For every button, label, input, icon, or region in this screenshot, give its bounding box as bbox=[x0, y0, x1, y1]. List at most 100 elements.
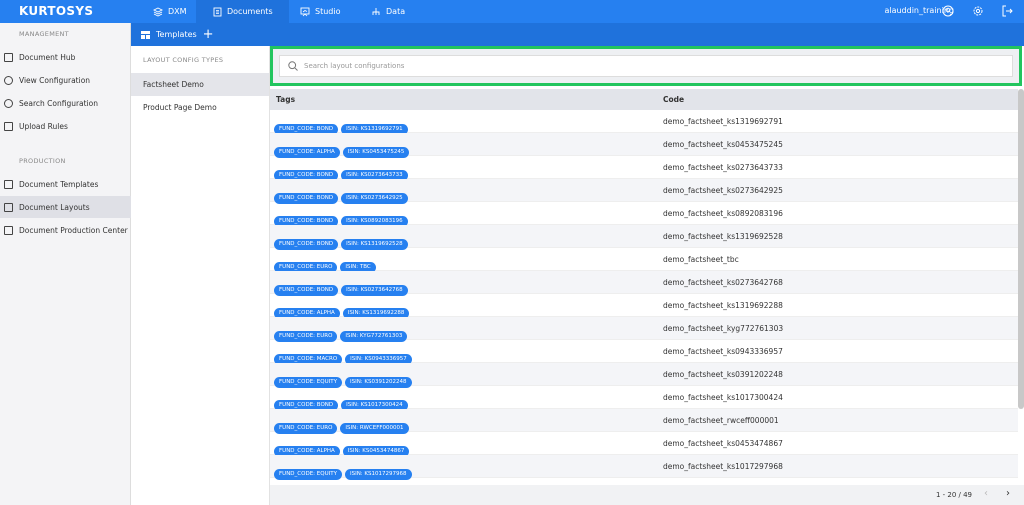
column-tags[interactable]: Tags bbox=[276, 95, 296, 104]
table-row[interactable]: FUND_CODE: EQUITY ISIN: KS0391202248 demo_… bbox=[270, 363, 1018, 388]
upload-icon bbox=[4, 121, 13, 131]
tags-cell: FUND_CODE: EQUITY ISIN: KS1017297968 bbox=[274, 460, 415, 480]
tags-cell: FUND_CODE: EURO ISIN: KYG772761303 bbox=[274, 322, 410, 342]
sidebar-item-label: Document Templates bbox=[19, 179, 99, 189]
code-cell: demo_factsheet_ks0943336957 bbox=[663, 347, 783, 356]
table-row[interactable]: FUND_CODE: BOND ISIN: KS0273643733 demo_fa… bbox=[270, 156, 1018, 181]
table-row[interactable]: FUND_CODE: EQUITY ISIN: KS1017297968 demo_… bbox=[270, 455, 1018, 480]
fund-tag: FUND_CODE: ALPHA bbox=[274, 147, 340, 158]
column-code[interactable]: Code bbox=[663, 95, 685, 104]
fund-tag: FUND_CODE: BOND bbox=[274, 216, 339, 227]
pagination-range: 1 - 20 / 49 bbox=[935, 491, 972, 499]
sidebar: MANAGEMENT Document Hub View Configurati… bbox=[0, 23, 131, 505]
nav-label: Data bbox=[386, 7, 406, 16]
sidebar-item-label: View Configuration bbox=[19, 75, 91, 85]
top-bar: KURTOSYS DXM Documents Studio Data alaud… bbox=[0, 0, 1024, 23]
nav-label: Documents bbox=[227, 7, 273, 16]
sidebar-item-document-hub[interactable]: Document Hub bbox=[0, 46, 131, 68]
nav-dxm[interactable]: DXM bbox=[137, 0, 203, 23]
type-item-product-page-demo[interactable]: Product Page Demo bbox=[143, 103, 217, 112]
tags-cell: FUND_CODE: BOND ISIN: KS1319692791 bbox=[274, 115, 411, 135]
brand-logo: KURTOSYS bbox=[19, 4, 94, 18]
table-row[interactable]: FUND_CODE: ALPHA ISIN: KS1319692288 demo_f… bbox=[270, 294, 1018, 319]
code-cell: demo_factsheet_ks0273642925 bbox=[663, 186, 783, 195]
isin-tag: ISIN: KS1319692528 bbox=[341, 239, 408, 250]
next-page-button[interactable]: › bbox=[1006, 488, 1010, 499]
isin-tag: ISIN: RWCEFF000001 bbox=[340, 423, 409, 434]
code-cell: demo_factsheet_ks1319692791 bbox=[663, 117, 783, 126]
type-item-factsheet-demo[interactable]: Factsheet Demo bbox=[131, 73, 269, 96]
fund-tag: FUND_CODE: EQUITY bbox=[274, 469, 342, 480]
table-row[interactable]: FUND_CODE: BOND ISIN: KS1319692791 demo_fa… bbox=[270, 110, 1018, 135]
code-cell: demo_factsheet_rwceff000001 bbox=[663, 416, 779, 425]
scrollbar[interactable] bbox=[1018, 89, 1024, 409]
sidebar-item-view-configuration[interactable]: View Configuration bbox=[0, 69, 131, 91]
tags-cell: FUND_CODE: ALPHA ISIN: KS0453474867 bbox=[274, 437, 412, 457]
types-header: LAYOUT CONFIG TYPES bbox=[143, 56, 224, 64]
table-row[interactable]: FUND_CODE: BOND ISIN: KS0273642768 demo_fa… bbox=[270, 271, 1018, 296]
grid-icon bbox=[141, 30, 150, 39]
isin-tag: ISIN: KS1319692288 bbox=[342, 308, 410, 319]
code-cell: demo_factsheet_ks1319692528 bbox=[663, 232, 783, 241]
code-cell: demo_factsheet_tbc bbox=[663, 255, 739, 264]
document-icon bbox=[213, 7, 222, 16]
add-template-button[interactable]: + bbox=[202, 26, 214, 42]
sidebar-item-document-layouts[interactable]: Document Layouts bbox=[0, 196, 131, 218]
username[interactable]: alauddin_training bbox=[884, 6, 954, 15]
table-row[interactable]: FUND_CODE: ALPHA ISIN: KS0453474867 demo_f… bbox=[270, 432, 1018, 457]
tags-cell: FUND_CODE: ALPHA ISIN: KS1319692288 bbox=[274, 299, 412, 319]
tags-cell: FUND_CODE: BOND ISIN: KS0892083196 bbox=[274, 207, 411, 227]
tags-cell: FUND_CODE: BOND ISIN: KS1017300424 bbox=[274, 391, 411, 411]
tags-cell: FUND_CODE: MACRO ISIN: KS0943336957 bbox=[274, 345, 415, 365]
table-row[interactable]: FUND_CODE: BOND ISIN: KS1319692528 demo_fa… bbox=[270, 225, 1018, 250]
table-row[interactable]: FUND_CODE: BOND ISIN: KS0892083196 demo_fa… bbox=[270, 202, 1018, 227]
image-icon bbox=[4, 179, 13, 189]
sidebar-item-document-production-center[interactable]: Document Production Center bbox=[0, 219, 131, 241]
fund-tag: FUND_CODE: BOND bbox=[274, 285, 339, 296]
isin-tag: ISIN: KS1017297968 bbox=[344, 469, 412, 480]
fund-tag: FUND_CODE: MACRO bbox=[274, 354, 343, 365]
table-row[interactable]: FUND_CODE: EURO ISIN: RWCEFF000001 demo_fa… bbox=[270, 409, 1018, 434]
isin-tag: ISIN: KS0453474867 bbox=[342, 446, 410, 457]
isin-tag: ISIN: KS0273642768 bbox=[341, 285, 408, 296]
tags-cell: FUND_CODE: BOND ISIN: KS0273642925 bbox=[274, 184, 411, 204]
sidebar-item-search-configuration[interactable]: Search Configuration bbox=[0, 92, 131, 114]
isin-tag: ISIN: TBC bbox=[340, 262, 376, 273]
isin-tag: ISIN: KS0273643733 bbox=[341, 170, 408, 181]
table-row[interactable]: FUND_CODE: BOND ISIN: KS0273642925 demo_fa… bbox=[270, 179, 1018, 204]
isin-tag: ISIN: KS1319692791 bbox=[341, 124, 408, 135]
prev-page-button[interactable]: ‹ bbox=[984, 488, 988, 499]
table-row[interactable]: FUND_CODE: EURO ISIN: TBC demo_factsheet_t… bbox=[270, 248, 1018, 273]
logout-icon[interactable] bbox=[1001, 5, 1013, 17]
sidebar-item-document-templates[interactable]: Document Templates bbox=[0, 173, 131, 195]
section-management: MANAGEMENT bbox=[19, 30, 69, 38]
table-row[interactable]: FUND_CODE: EURO ISIN: KYG772761303 demo_fa… bbox=[270, 317, 1018, 342]
table-row[interactable]: FUND_CODE: ALPHA ISIN: KS0453475245 demo_f… bbox=[270, 133, 1018, 158]
nav-documents[interactable]: Documents bbox=[196, 0, 289, 23]
tags-cell: FUND_CODE: BOND ISIN: KS1319692528 bbox=[274, 230, 411, 250]
user-icon[interactable] bbox=[942, 5, 954, 17]
sidebar-item-upload-rules[interactable]: Upload Rules bbox=[0, 115, 131, 137]
sidebar-item-label: Document Hub bbox=[19, 52, 76, 62]
code-cell: demo_factsheet_ks0273643733 bbox=[663, 163, 783, 172]
table-row[interactable]: FUND_CODE: BOND ISIN: KS1017300424 demo_fa… bbox=[270, 386, 1018, 411]
search-input[interactable]: Search layout configurations bbox=[279, 55, 1013, 77]
code-cell: demo_factsheet_ks0453475245 bbox=[663, 140, 783, 149]
sidebar-item-label: Document Layouts bbox=[19, 202, 90, 212]
code-cell: demo_factsheet_kyg772761303 bbox=[663, 324, 784, 333]
gear-icon[interactable] bbox=[972, 5, 984, 17]
tags-cell: FUND_CODE: ALPHA ISIN: KS0453475245 bbox=[274, 138, 412, 158]
tags-cell: FUND_CODE: EURO ISIN: TBC bbox=[274, 253, 379, 273]
nav-studio[interactable]: Studio bbox=[284, 0, 356, 23]
subheader: Templates + bbox=[131, 23, 1024, 46]
isin-tag: ISIN: KS0273642925 bbox=[341, 193, 408, 204]
code-cell: demo_factsheet_ks1319692288 bbox=[663, 301, 783, 310]
table-row[interactable] bbox=[270, 478, 1018, 485]
fund-tag: FUND_CODE: EQUITY bbox=[274, 377, 342, 388]
search-placeholder: Search layout configurations bbox=[304, 62, 405, 70]
search-icon bbox=[4, 98, 13, 108]
nav-data[interactable]: Data bbox=[355, 0, 421, 23]
table-row[interactable]: FUND_CODE: MACRO ISIN: KS0943336957 demo_f… bbox=[270, 340, 1018, 365]
section-production: PRODUCTION bbox=[19, 157, 66, 165]
pagination-bar: 1 - 20 / 49 ‹ › bbox=[270, 485, 1024, 505]
